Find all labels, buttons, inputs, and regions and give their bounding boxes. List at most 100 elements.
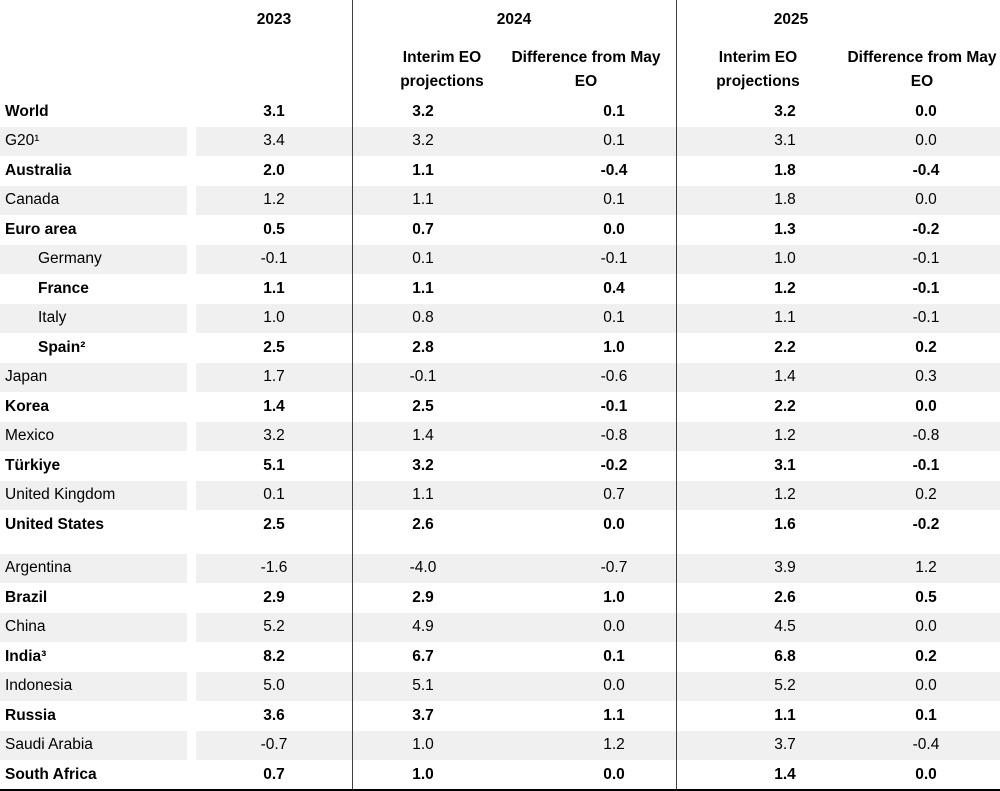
cell-2024-interim: 1.1: [412, 486, 434, 504]
table-row: Türkiye 5.1 3.2 -0.2 3.1 -0.1: [0, 451, 1000, 481]
table-header: 2023 2024 2025 Interim EO projections Di…: [0, 0, 1000, 97]
table-row: United Kingdom 0.1 1.1 0.7 1.2 0.2: [0, 480, 1000, 510]
row-label: Türkiye: [5, 456, 61, 474]
cell-2023: 8.2: [263, 647, 285, 665]
cell-2024-difference: -0.8: [600, 427, 628, 445]
stripe-gap: [187, 97, 196, 127]
stripe-gap: [187, 642, 196, 672]
stripe-gap: [187, 583, 196, 613]
row-label: Japan: [0, 362, 187, 392]
cell-2025-difference: 0.0: [915, 618, 937, 636]
cell-2025-interim: 6.8: [774, 647, 796, 665]
cell-2025-difference: -0.1: [912, 456, 940, 474]
cell-2024-difference: 0.4: [603, 279, 625, 297]
cell-2025-interim: 1.2: [774, 279, 796, 297]
row-label: Canada: [0, 185, 187, 215]
cell-2023: 5.0: [263, 677, 285, 695]
table-row: France 1.1 1.1 0.4 1.2 -0.1: [0, 274, 1000, 304]
cell-2024-interim: 3.7: [412, 706, 434, 724]
row-values: 1.1 1.1 0.4 1.2 -0.1: [196, 274, 1000, 304]
stripe-gap: [187, 244, 196, 274]
cell-2024-interim: 4.9: [412, 618, 434, 636]
cell-2025-difference: 0.0: [915, 132, 937, 150]
stripe-gap: [187, 126, 196, 156]
cell-2024-difference: 0.1: [603, 309, 625, 327]
cell-2025-interim: 1.2: [774, 427, 796, 445]
table-row: United States 2.5 2.6 0.0 1.6 -0.2: [0, 510, 1000, 540]
subheader-2025-difference: Difference from May EO: [847, 49, 997, 90]
row-label: France: [38, 279, 89, 297]
stripe-gap: [187, 215, 196, 245]
table-row: India³ 8.2 6.7 0.1 6.8 0.2: [0, 642, 1000, 672]
row-values: 5.1 3.2 -0.2 3.1 -0.1: [196, 451, 1000, 481]
cell-2025-interim: 1.6: [774, 515, 796, 533]
cell-2025-interim: 2.2: [774, 338, 796, 356]
stripe-gap: [187, 612, 196, 642]
stripe-gap: [187, 333, 196, 363]
row-values: 2.9 2.9 1.0 2.6 0.5: [196, 583, 1000, 613]
row-label: Argentina: [0, 553, 187, 583]
cell-2024-difference: 0.0: [603, 677, 625, 695]
stripe-gap: [187, 156, 196, 186]
cell-2024-interim: 0.1: [412, 250, 434, 268]
cell-2023: 1.0: [263, 309, 285, 327]
cell-2024-difference: 1.2: [603, 736, 625, 754]
cell-2025-interim: 3.7: [774, 736, 796, 754]
cell-2024-interim: 1.0: [412, 765, 434, 783]
cell-2025-difference: 0.2: [915, 647, 937, 665]
cell-2024-difference: 0.1: [603, 132, 625, 150]
stripe-gap: [187, 553, 196, 583]
cell-2025-difference: 0.0: [915, 102, 937, 120]
row-values: 3.4 3.2 0.1 3.1 0.0: [196, 126, 1000, 156]
row-values: 0.7 1.0 0.0 1.4 0.0: [196, 760, 1000, 790]
table-row: Germany -0.1 0.1 -0.1 1.0 -0.1: [0, 244, 1000, 274]
stripe-gap: [187, 671, 196, 701]
stripe-gap: [187, 510, 196, 540]
row-values: 2.0 1.1 -0.4 1.8 -0.4: [196, 156, 1000, 186]
cell-2024-interim: 0.7: [412, 220, 434, 238]
row-values: 1.4 2.5 -0.1 2.2 0.0: [196, 392, 1000, 422]
cell-2023: 1.1: [263, 279, 285, 297]
cell-2024-difference: 0.0: [603, 515, 625, 533]
cell-2025-difference: -0.1: [912, 279, 940, 297]
cell-2025-difference: -0.2: [912, 515, 940, 533]
table-row: Russia 3.6 3.7 1.1 1.1 0.1: [0, 701, 1000, 731]
cell-2025-interim: 1.2: [774, 486, 796, 504]
cell-2024-interim: 3.2: [412, 132, 434, 150]
cell-2024-difference: 0.7: [603, 486, 625, 504]
cell-2025-interim: 3.1: [774, 132, 796, 150]
row-values: 2.5 2.8 1.0 2.2 0.2: [196, 333, 1000, 363]
cell-2024-difference: 1.0: [603, 338, 625, 356]
cell-2024-interim: 2.8: [412, 338, 434, 356]
cell-2024-difference: 0.1: [603, 102, 625, 120]
row-values: 5.0 5.1 0.0 5.2 0.0: [196, 671, 1000, 701]
row-label: Italy: [0, 303, 187, 333]
cell-2024-interim: 6.7: [412, 647, 434, 665]
cell-2023: 1.2: [263, 191, 285, 209]
table-row: World 3.1 3.2 0.1 3.2 0.0: [0, 97, 1000, 127]
cell-2024-interim: 2.6: [412, 515, 434, 533]
cell-2023: 3.6: [263, 706, 285, 724]
cell-2024-difference: -0.7: [600, 559, 628, 577]
cell-2025-interim: 1.8: [774, 191, 796, 209]
stripe-gap: [187, 362, 196, 392]
row-label: Spain²: [38, 338, 86, 356]
cell-2024-interim: 2.9: [412, 588, 434, 606]
cell-2025-difference: 0.0: [915, 677, 937, 695]
cell-2023: 3.4: [263, 132, 285, 150]
row-values: 1.2 1.1 0.1 1.8 0.0: [196, 185, 1000, 215]
table-row: Euro area 0.5 0.7 0.0 1.3 -0.2: [0, 215, 1000, 245]
row-label: World: [5, 102, 49, 120]
cell-2025-interim: 1.0: [774, 250, 796, 268]
cell-2024-interim: -4.0: [409, 559, 437, 577]
stripe-gap: [187, 392, 196, 422]
row-values: -0.1 0.1 -0.1 1.0 -0.1: [196, 244, 1000, 274]
cell-2025-difference: -0.1: [912, 250, 940, 268]
cell-2023: 2.9: [263, 588, 285, 606]
year-header-2023: 2023: [256, 11, 292, 28]
cell-2025-difference: -0.4: [912, 736, 940, 754]
cell-2024-interim: 3.2: [412, 102, 434, 120]
stripe-gap: [187, 480, 196, 510]
cell-2025-difference: 0.2: [915, 338, 937, 356]
row-values: 1.0 0.8 0.1 1.1 -0.1: [196, 303, 1000, 333]
